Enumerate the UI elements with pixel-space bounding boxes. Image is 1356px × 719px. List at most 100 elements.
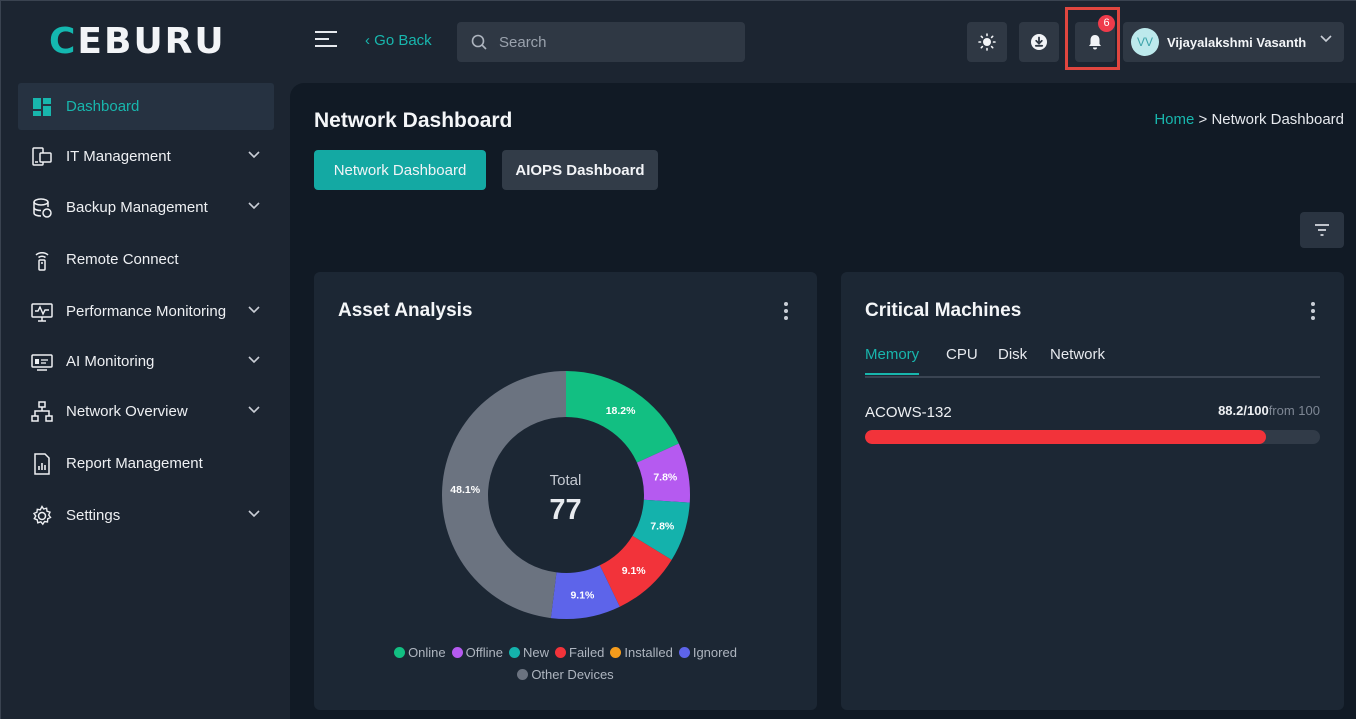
filter-icon — [1315, 224, 1329, 236]
hamburger-icon — [315, 31, 337, 33]
breadcrumb: Home > Network Dashboard — [1154, 111, 1344, 128]
theme-toggle-button[interactable] — [967, 22, 1007, 62]
tab-network-dashboard[interactable]: Network Dashboard — [314, 150, 486, 190]
user-menu[interactable]: VV Vijayalakshmi Vasanth — [1123, 22, 1344, 62]
legend-dot — [451, 647, 463, 658]
tab-disk[interactable]: Disk — [998, 346, 1028, 363]
legend-dot — [394, 647, 406, 658]
sidebar-item-dashboard[interactable]: Dashboard — [18, 83, 274, 130]
tab-aiops-dashboard[interactable]: AIOPS Dashboard — [502, 150, 658, 190]
sidebar-item-it-management[interactable]: IT Management — [18, 133, 274, 180]
sun-icon — [978, 33, 996, 51]
card-title: Critical Machines — [865, 300, 1022, 321]
notification-count-badge: 6 — [1098, 15, 1115, 32]
legend-label: New — [522, 645, 549, 660]
top-header: CEBURU ‹ Go Back — [1, 1, 1356, 83]
more-options-icon[interactable] — [1310, 302, 1316, 320]
ai-monitor-icon — [30, 350, 54, 374]
chevron-down-icon — [248, 510, 260, 518]
sidebar-item-label: Dashboard — [66, 98, 140, 115]
sidebar-item-settings[interactable]: Settings — [18, 492, 274, 539]
tab-memory[interactable]: Memory — [865, 346, 920, 375]
chevron-down-icon — [248, 356, 260, 364]
user-name: Vijayalakshmi Vasanth — [1167, 34, 1307, 50]
critical-machines-tabs: Memory CPU Disk Network — [865, 346, 1320, 378]
legend-item-installed[interactable]: Installed — [610, 642, 673, 664]
monitor-icon — [30, 300, 54, 324]
more-options-icon[interactable] — [783, 302, 789, 320]
ceburu-logo[interactable]: CEBURU — [49, 21, 226, 62]
page-title: Network Dashboard — [314, 109, 513, 132]
legend-item-online[interactable]: Online — [394, 642, 446, 664]
donut-data-label: 9.1% — [622, 565, 647, 577]
chevron-down-icon — [1320, 35, 1332, 43]
critical-machines-card: Critical Machines Memory CPU Disk Networ… — [841, 272, 1344, 710]
chevron-down-icon — [248, 306, 260, 314]
donut-data-label: 7.8% — [650, 520, 675, 532]
sidebar-item-ai-monitoring[interactable]: AI Monitoring — [18, 338, 274, 385]
donut-data-label: 18.2% — [606, 405, 636, 417]
donut-total-label: Total — [549, 472, 582, 489]
donut-data-label: 7.8% — [653, 472, 678, 484]
main-content: Network Dashboard Home > Network Dashboa… — [290, 83, 1356, 719]
legend-item-new[interactable]: New — [508, 642, 549, 664]
legend-label: Online — [408, 645, 446, 660]
chevron-down-icon — [248, 406, 260, 414]
legend-item-offline[interactable]: Offline — [451, 642, 503, 664]
sidebar-item-label: AI Monitoring — [66, 353, 155, 370]
legend-item-ignored[interactable]: Ignored — [678, 642, 737, 664]
legend-dot — [517, 669, 529, 680]
devices-icon — [30, 145, 54, 169]
logo-text: EBURU — [77, 21, 226, 62]
database-icon — [30, 196, 54, 220]
menu-toggle-button[interactable] — [315, 31, 337, 51]
go-back-link[interactable]: ‹ Go Back — [365, 32, 432, 49]
donut-slice-failed[interactable] — [599, 535, 672, 607]
donut-slice-offline[interactable] — [636, 443, 690, 503]
sidebar-item-remote-connect[interactable]: Remote Connect — [18, 236, 274, 283]
breadcrumb-home-link[interactable]: Home — [1154, 111, 1195, 128]
avatar: VV — [1131, 28, 1159, 56]
chevron-down-icon — [248, 151, 260, 159]
grid-icon — [30, 95, 54, 119]
donut-slice-online[interactable] — [566, 371, 679, 463]
asset-analysis-card: Asset Analysis 18.2% 7.8% 7.8% 9.1% 9.1% 48.1… — [314, 272, 817, 710]
card-title: Asset Analysis — [338, 300, 473, 321]
legend-label: Installed — [624, 645, 673, 660]
chevron-down-icon — [248, 202, 260, 210]
legend-dot — [678, 647, 690, 658]
search-input[interactable] — [499, 33, 719, 51]
tab-network[interactable]: Network — [1050, 346, 1106, 363]
machine-name: ACOWS-132 — [865, 404, 952, 421]
donut-data-label: 9.1% — [570, 590, 595, 602]
sidebar-item-report-management[interactable]: Report Management — [18, 440, 274, 487]
legend-label: Ignored — [692, 645, 737, 660]
legend-label: Other Devices — [531, 667, 614, 682]
chart-legend: Online Offline New Failed Installed Ignored Ot… — [354, 642, 777, 686]
search-box[interactable] — [457, 22, 745, 62]
donut-slice-ignored[interactable] — [550, 565, 620, 619]
remote-icon — [30, 248, 54, 272]
tab-cpu[interactable]: CPU — [946, 346, 978, 363]
sidebar-item-label: IT Management — [66, 148, 171, 165]
usage-value: 88.2/100 — [1218, 403, 1269, 418]
sidebar-item-backup-management[interactable]: Backup Management — [18, 184, 274, 231]
asset-donut-chart: 18.2% 7.8% 7.8% 9.1% 9.1% 48.1% — [442, 371, 690, 619]
usage-from: from 100 — [1268, 403, 1320, 418]
download-button[interactable] — [1019, 22, 1059, 62]
donut-slice-other-devices[interactable] — [442, 371, 566, 619]
legend-item-other-devices[interactable]: Other Devices — [517, 664, 614, 686]
sidebar-item-label: Performance Monitoring — [66, 303, 227, 320]
legend-label: Failed — [569, 645, 605, 660]
filter-button[interactable] — [1300, 212, 1344, 248]
legend-item-failed[interactable]: Failed — [555, 642, 604, 664]
sidebar-item-label: Settings — [66, 507, 121, 524]
sidebar-item-network-overview[interactable]: Network Overview — [18, 388, 274, 435]
download-icon — [1031, 34, 1047, 50]
sidebar-item-label: Backup Management — [66, 199, 208, 216]
search-icon — [471, 34, 487, 50]
donut-slice-new[interactable] — [632, 499, 690, 560]
legend-dot — [508, 647, 520, 658]
sidebar-item-performance-monitoring[interactable]: Performance Monitoring — [18, 288, 274, 335]
breadcrumb-separator: > — [1194, 111, 1212, 128]
